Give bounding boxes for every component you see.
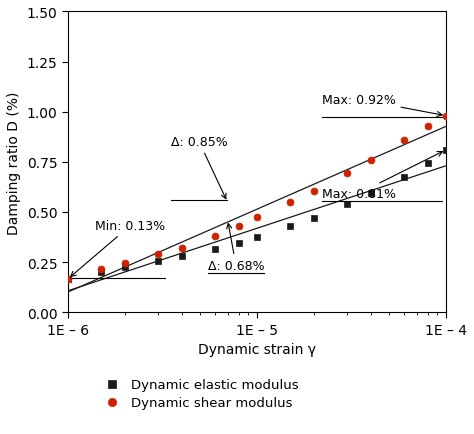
Dynamic elastic modulus (401, 175, 407, 180)
Dynamic elastic modulus (155, 259, 161, 264)
Dynamic elastic modulus (65, 277, 71, 282)
Dynamic shear modulus (65, 277, 71, 282)
Dynamic shear modulus (254, 215, 260, 220)
Dynamic elastic modulus (122, 265, 128, 270)
Dynamic elastic modulus (311, 216, 317, 221)
Dynamic shear modulus (344, 171, 350, 176)
Dynamic shear modulus (401, 138, 407, 143)
Dynamic shear modulus (122, 261, 128, 266)
Dynamic elastic modulus (368, 191, 374, 196)
Dynamic shear modulus (212, 234, 218, 239)
Dynamic shear modulus (425, 124, 430, 129)
Dynamic shear modulus (443, 114, 449, 119)
Dynamic elastic modulus (344, 202, 350, 207)
Dynamic shear modulus (179, 246, 184, 251)
Dynamic shear modulus (311, 189, 317, 194)
Dynamic elastic modulus (236, 241, 241, 246)
Dynamic shear modulus (155, 252, 161, 257)
Dynamic shear modulus (368, 158, 374, 163)
Dynamic shear modulus (287, 200, 293, 205)
Line: Dynamic shear modulus: Dynamic shear modulus (64, 113, 449, 283)
Dynamic elastic modulus (425, 161, 430, 166)
Text: Δ: 0.85%: Δ: 0.85% (171, 135, 228, 199)
Dynamic elastic modulus (287, 224, 293, 229)
Dynamic elastic modulus (98, 270, 104, 275)
Dynamic elastic modulus (179, 254, 184, 259)
Text: Min: 0.13%: Min: 0.13% (71, 220, 165, 277)
Dynamic elastic modulus (212, 247, 218, 252)
Text: Max: 0.92%: Max: 0.92% (322, 93, 442, 117)
Text: Δ: 0.68%: Δ: 0.68% (208, 224, 264, 273)
X-axis label: Dynamic strain γ: Dynamic strain γ (198, 342, 316, 356)
Dynamic elastic modulus (443, 148, 449, 153)
Legend: Dynamic elastic modulus, Dynamic shear modulus: Dynamic elastic modulus, Dynamic shear m… (93, 373, 304, 415)
Text: Max: 0.81%: Max: 0.81% (322, 152, 442, 201)
Dynamic shear modulus (98, 267, 104, 272)
Dynamic elastic modulus (254, 235, 260, 240)
Line: Dynamic elastic modulus: Dynamic elastic modulus (64, 147, 449, 283)
Dynamic shear modulus (236, 224, 241, 229)
Y-axis label: Damping ratio D (%): Damping ratio D (%) (7, 91, 21, 234)
